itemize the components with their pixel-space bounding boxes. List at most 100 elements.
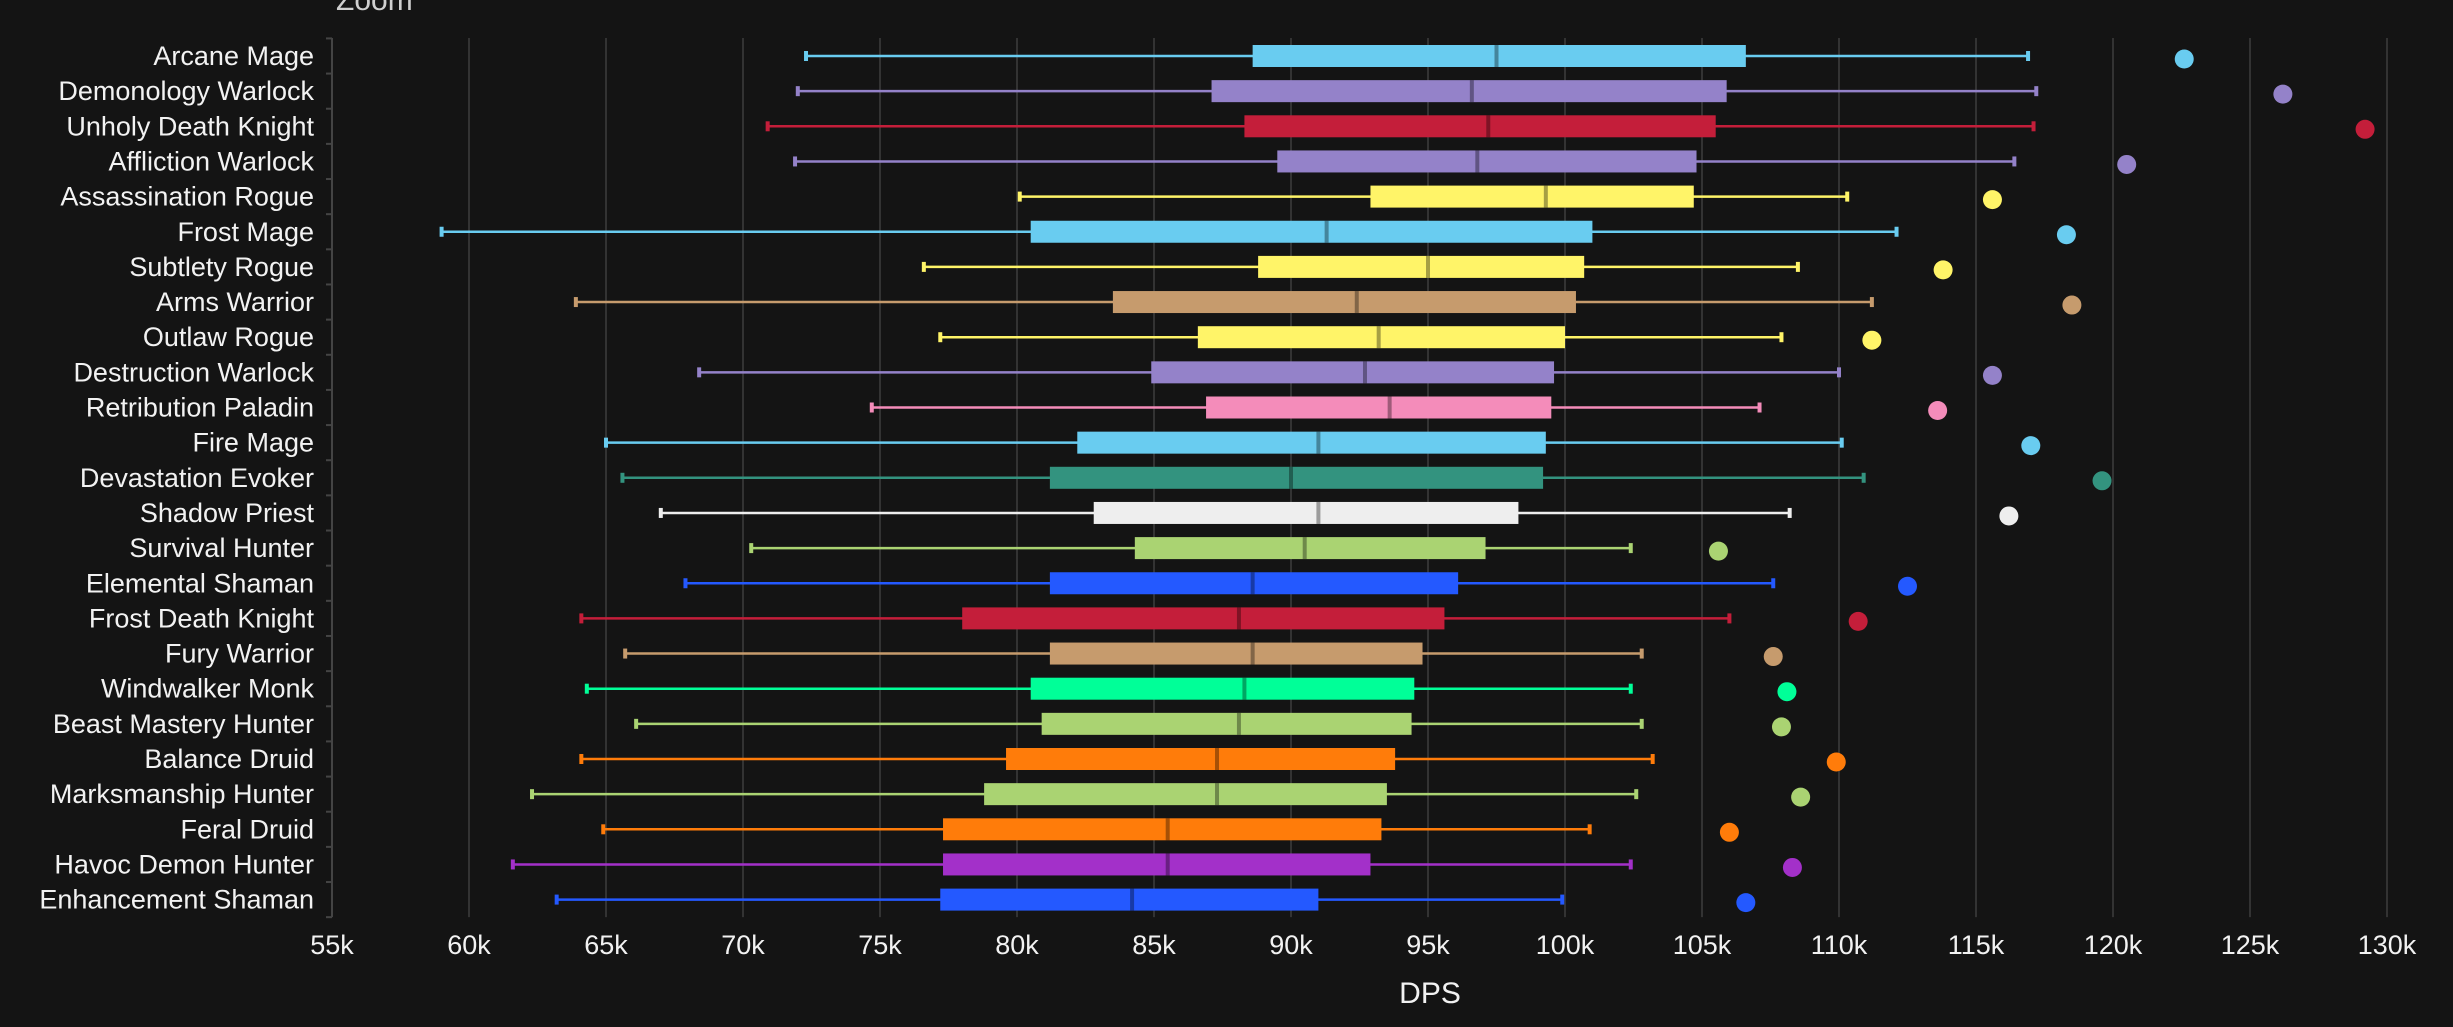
outlier-point [1826,752,1846,772]
iqr-box [1277,150,1697,173]
outlier-point [1862,330,1882,350]
outlier-point [2174,49,2194,69]
outlier-point [1771,717,1791,737]
outlier-point [1982,365,2002,385]
x-tick-label: 105k [1673,930,1732,960]
y-category-label: Arms Warrior [156,287,314,317]
iqr-box [1258,255,1585,278]
outlier-point [2117,154,2137,174]
box-havoc-demon-hunter [510,853,1802,877]
y-category-label: Frost Death Knight [89,603,315,633]
iqr-box [1030,677,1415,700]
y-category-label: Elemental Shaman [86,568,314,598]
box-affliction-warlock [793,150,2137,174]
outlier-point [1999,506,2019,526]
box-frost-death-knight [579,607,1868,631]
box-devastation-evoker [620,466,2112,491]
outlier-point [2021,436,2041,456]
box-outlaw-rogue [938,326,1882,350]
y-category-label: Balance Druid [144,744,314,774]
x-axis: 55k 60k 65k 70k 75k 80k 85k 90k 95k 100k 105k 110k 1… [310,930,2417,960]
iqr-box [984,783,1387,806]
outlier-point [1736,893,1756,913]
outlier-point [1848,611,1868,631]
x-tick-label: 115k [1948,930,2005,960]
outlier-point [1719,822,1739,842]
box-windwalker-monk [584,677,1797,702]
y-axis: Arcane Mage Demonology Warlock Unholy Deat… [39,37,333,919]
x-tick-label: 110k [1811,930,1868,960]
box-series [439,45,2375,913]
outlier-point [1708,541,1728,561]
iqr-box [1112,291,1576,314]
y-category-label: Havoc Demon Hunter [54,849,314,879]
y-category-label: Feral Druid [180,814,314,844]
x-tick-label: 95k [1406,930,1450,960]
x-tick-label: 85k [1132,930,1176,960]
outlier-point [1791,787,1811,807]
y-category-label: Survival Hunter [129,533,314,563]
box-demonology-warlock [795,80,2293,104]
x-tick-label: 70k [721,930,765,960]
iqr-box [1030,220,1593,243]
y-category-label: Demonology Warlock [58,76,314,106]
iqr-box [1211,80,1727,103]
outlier-point [2062,295,2082,315]
box-fire-mage [604,431,2041,456]
y-category-label: Shadow Priest [140,498,315,528]
outlier-point [1782,857,1802,877]
box-fury-warrior [623,642,1783,667]
outlier-point [2355,119,2375,139]
box-beast-mastery-hunter [634,712,1791,737]
y-category-label: Affliction Warlock [108,146,314,176]
y-category-label: Marksmanship Hunter [50,779,314,809]
box-arcane-mage [804,45,2194,69]
iqr-box [1041,712,1412,735]
iqr-box [1049,572,1459,595]
box-assassination-rogue [1017,185,2002,210]
x-tick-label: 80k [995,930,1039,960]
iqr-box [1197,326,1565,349]
x-tick-label: 65k [584,930,628,960]
iqr-box [1151,361,1555,384]
box-destruction-warlock [697,361,2002,385]
y-category-label: Beast Mastery Hunter [53,709,314,739]
outlier-point [1933,260,1953,280]
box-frost-mage [439,220,2076,245]
box-survival-hunter [749,537,1728,561]
y-category-label: Frost Mage [177,217,314,247]
y-category-label: Windwalker Monk [101,674,315,704]
outlier-point [2056,225,2076,245]
outlier-point [2273,84,2293,104]
outlier-point [1928,401,1948,420]
x-tick-label: 125k [2221,930,2280,960]
x-tick-label: 55k [310,930,354,960]
box-shadow-priest [658,501,2019,526]
y-category-label: Unholy Death Knight [66,111,314,141]
outlier-point [1898,576,1917,596]
y-category-label: Outlaw Rogue [143,322,314,352]
iqr-box [1370,185,1694,208]
outlier-point [2092,471,2112,491]
iqr-box [1252,45,1746,67]
y-category-label: Assassination Rogue [60,182,314,212]
iqr-box [962,607,1445,630]
box-unholy-death-knight [765,115,2375,139]
iqr-box [940,888,1319,911]
x-tick-label: 120k [2084,930,2143,960]
y-category-label: Devastation Evoker [80,463,314,493]
box-feral-druid [601,818,1739,842]
outlier-point [1982,190,2002,210]
box-marksmanship-hunter [530,783,1811,807]
x-tick-label: 60k [447,930,491,960]
y-category-label: Arcane Mage [153,41,314,71]
iqr-box [1006,748,1396,770]
x-tick-label: 90k [1269,930,1313,960]
box-enhancement-shaman [554,888,1756,913]
zoom-label[interactable]: Zoom [336,0,413,17]
y-category-label: Destruction Warlock [73,357,314,387]
iqr-box [943,853,1371,876]
box-arms-warrior [573,291,2082,315]
iqr-box [1077,431,1546,454]
